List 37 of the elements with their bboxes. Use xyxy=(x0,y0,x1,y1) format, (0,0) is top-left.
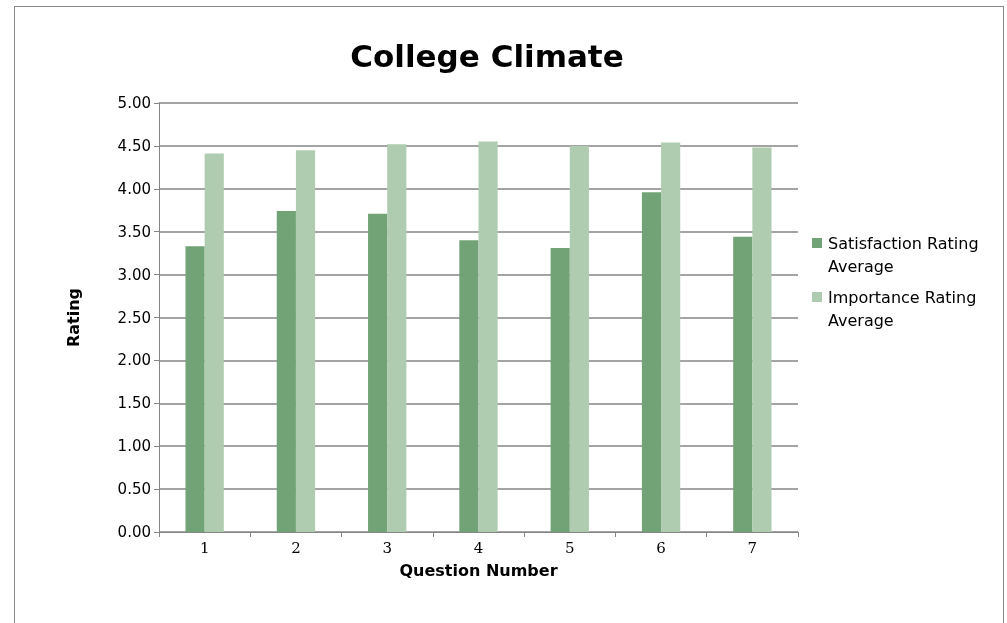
y-tick-label: 1.00 xyxy=(117,437,151,456)
x-tick-label: 7 xyxy=(747,538,758,557)
bar xyxy=(550,248,570,532)
bar xyxy=(752,147,772,532)
bar xyxy=(478,141,498,532)
y-tick-label: 3.50 xyxy=(117,222,151,241)
x-tick-label: 4 xyxy=(473,538,484,557)
y-tick-label: 0.50 xyxy=(117,480,151,499)
y-tick-label: 2.50 xyxy=(117,308,151,327)
chart-title: College Climate xyxy=(350,37,624,74)
legend-label: Satisfaction Rating Average xyxy=(828,233,980,278)
bar xyxy=(204,153,224,532)
bar xyxy=(276,211,296,532)
bar xyxy=(387,144,407,532)
bar xyxy=(641,192,662,532)
y-tick-label: 4.00 xyxy=(117,179,151,198)
x-axis-title: Question Number xyxy=(399,560,558,580)
bar xyxy=(569,145,589,532)
bar xyxy=(733,236,753,532)
bar xyxy=(185,246,205,532)
y-tick-label: 4.50 xyxy=(117,136,151,155)
y-axis-title: Rating xyxy=(63,287,83,348)
y-tick-label: 0.00 xyxy=(117,523,151,541)
x-tick-label: 6 xyxy=(656,538,666,557)
x-tick-label: 1 xyxy=(199,538,210,557)
y-tick-label: 3.00 xyxy=(117,265,151,284)
x-tick-label: 5 xyxy=(565,538,575,557)
bar xyxy=(661,142,681,532)
y-tick-label: 1.50 xyxy=(117,394,151,413)
bar xyxy=(459,240,479,532)
x-tick-label: 2 xyxy=(291,538,301,557)
legend-label: Importance Rating Average xyxy=(828,287,978,332)
y-tick-label: 2.00 xyxy=(117,351,151,370)
y-tick-label: 5.00 xyxy=(117,94,151,112)
bar xyxy=(295,150,316,532)
x-tick-label: 3 xyxy=(382,538,392,557)
bar xyxy=(368,213,388,532)
